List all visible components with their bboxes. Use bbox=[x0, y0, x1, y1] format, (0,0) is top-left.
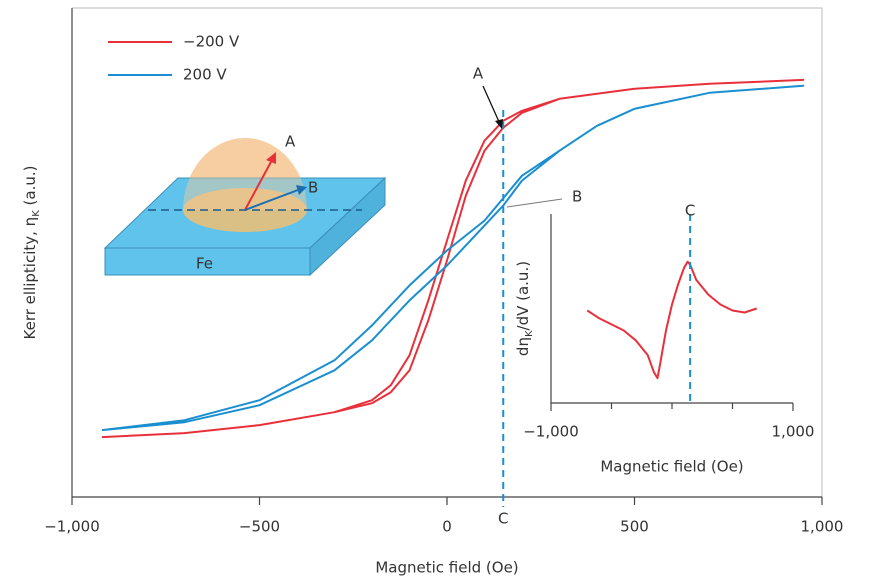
y-axis-label-part: Kerr ellipticity, η bbox=[21, 217, 39, 340]
arrow-a bbox=[244, 159, 273, 211]
x-axis-label: Magnetic field (Oe) bbox=[375, 559, 518, 577]
arrow-b bbox=[244, 189, 299, 211]
arrowhead-b bbox=[296, 185, 307, 195]
y-axis-label-part: K bbox=[524, 330, 535, 337]
data-line bbox=[101, 84, 805, 432]
legend-label: 200 V bbox=[183, 66, 227, 84]
data-line bbox=[101, 78, 805, 439]
diagram-label: Fe bbox=[196, 255, 213, 273]
marker-label: C bbox=[498, 510, 508, 528]
x-tick-label: −1,000 bbox=[523, 423, 579, 441]
arrowhead-a bbox=[266, 152, 276, 164]
y-axis-label-part: (a.u.) bbox=[21, 166, 39, 211]
x-tick-label: 1,000 bbox=[801, 518, 844, 536]
data-line bbox=[586, 260, 758, 380]
x-tick-label: 0 bbox=[442, 518, 452, 536]
annotation: B bbox=[572, 188, 582, 206]
x-tick-label: −1,000 bbox=[44, 518, 100, 536]
annotation-line bbox=[482, 85, 501, 125]
x-axis-label: Magnetic field (Oe) bbox=[600, 458, 743, 476]
y-axis-label: Kerr ellipticity, ηK (a.u.) bbox=[21, 166, 42, 340]
x-tick-label: −500 bbox=[239, 518, 280, 536]
y-axis-label-part: /dV (a.u.) bbox=[514, 261, 532, 331]
plot-frame bbox=[72, 7, 823, 497]
y-axis-label-part: dη bbox=[514, 337, 532, 356]
marker-label: C bbox=[685, 202, 695, 220]
y-axis-label: dηK/dV (a.u.) bbox=[514, 261, 535, 356]
annotation: A bbox=[473, 65, 484, 83]
diagram-label: A bbox=[285, 133, 296, 151]
diagram-label: B bbox=[308, 179, 318, 197]
annotation-arrowhead bbox=[495, 119, 503, 129]
legend-label: −200 V bbox=[183, 33, 240, 51]
slab-side bbox=[309, 176, 386, 277]
y-axis-label-part: K bbox=[31, 210, 42, 217]
x-tick-label: 1,000 bbox=[772, 423, 815, 441]
fe-diagram: A B Fe bbox=[103, 133, 387, 277]
x-tick-label: 500 bbox=[620, 518, 649, 536]
annotation-line bbox=[506, 198, 563, 208]
